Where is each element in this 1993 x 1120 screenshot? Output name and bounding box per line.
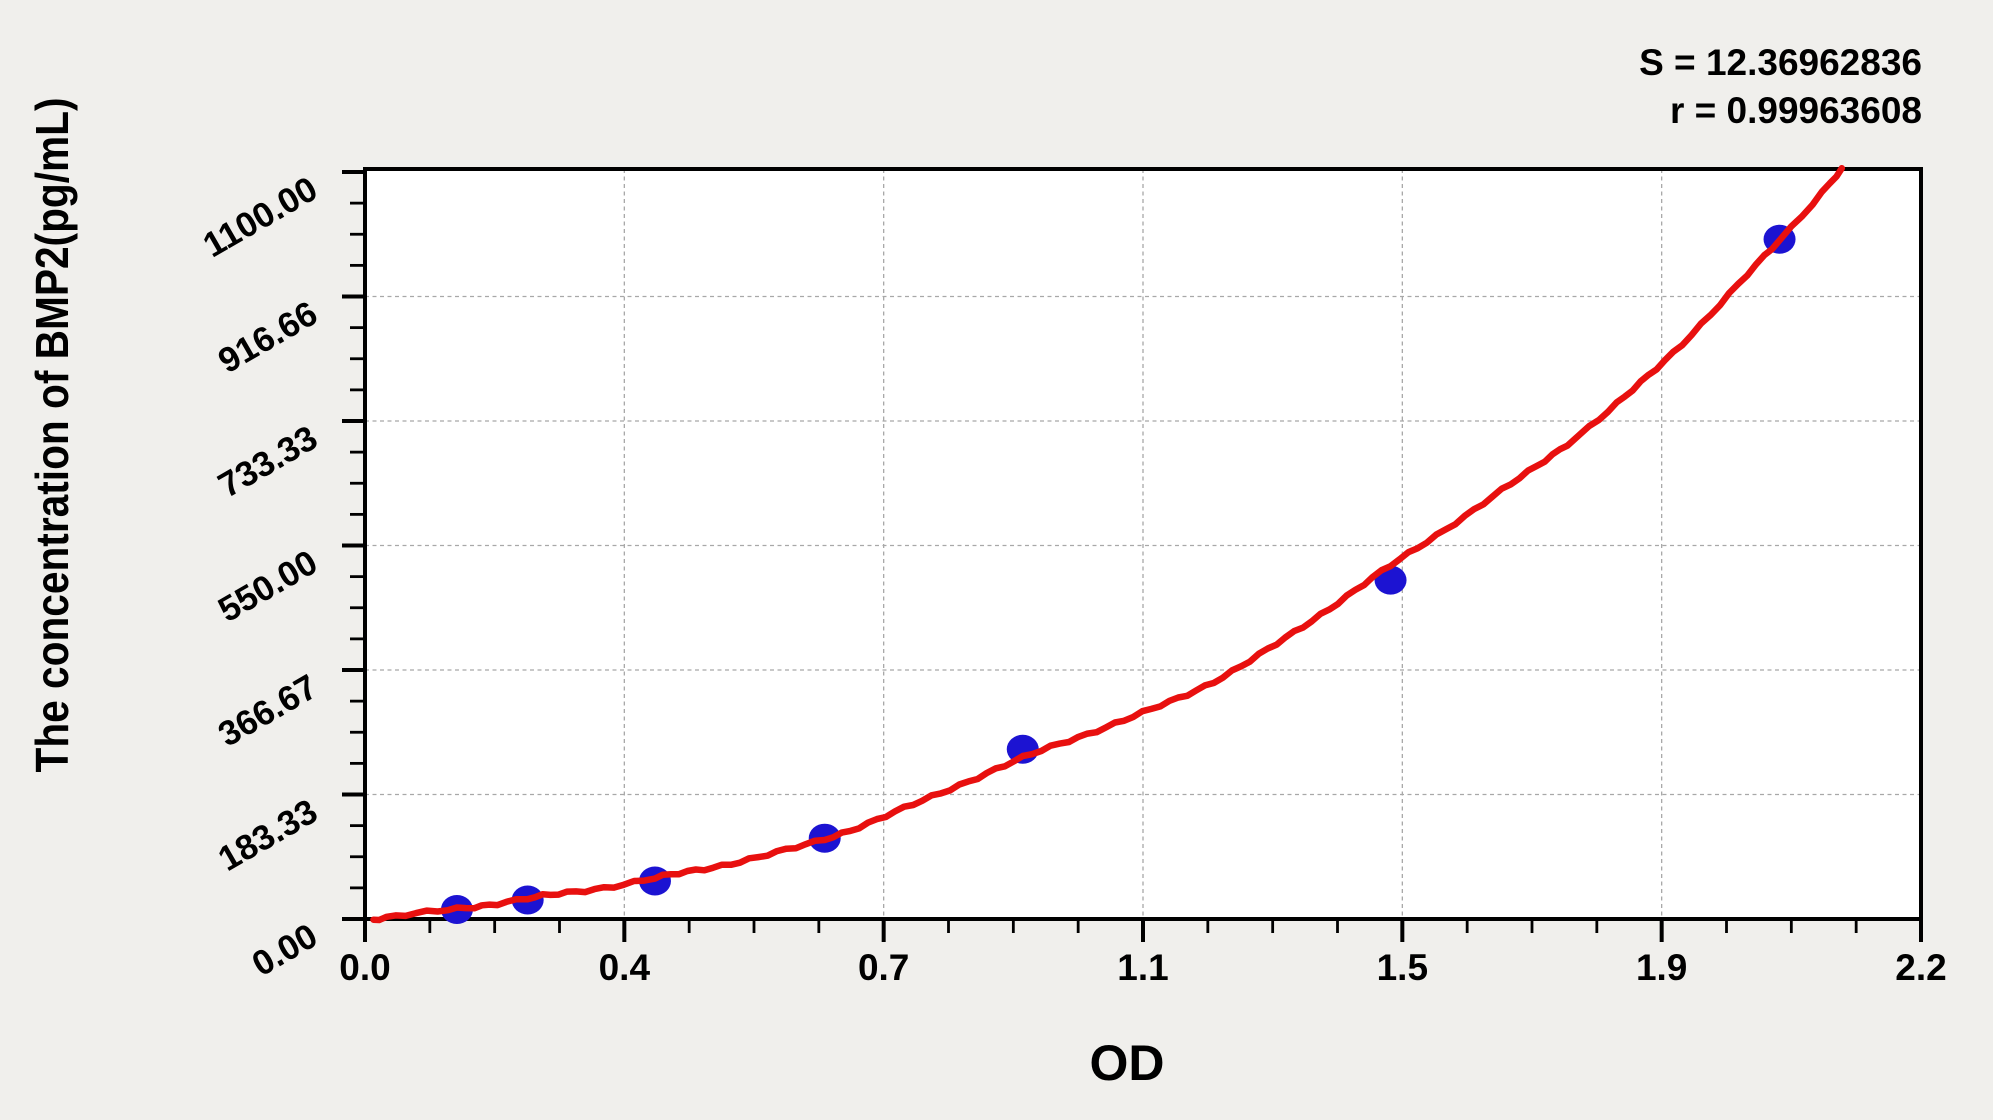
x-tick-label: 0.7 (858, 947, 909, 988)
x-tick-label: 1.9 (1636, 947, 1687, 988)
fit-curve (370, 164, 1846, 924)
data-layer (370, 164, 1846, 924)
tick-layer (342, 170, 1923, 942)
y-tick-label: 366.67 (212, 667, 324, 754)
statistic-r-value: r = 0.99963608 (1669, 90, 1922, 131)
grid-layer (365, 169, 1921, 919)
x-tick-label: 1.5 (1377, 947, 1428, 988)
y-tick-label: 183.33 (212, 792, 324, 879)
y-tick-label: 733.33 (212, 418, 324, 505)
x-tick-label: 0.4 (599, 947, 651, 988)
x-tick-label: 1.1 (1117, 947, 1168, 988)
y-tick-label: 916.66 (212, 294, 324, 381)
x-tick-label: 0.0 (339, 947, 390, 988)
y-tick-label: 550.00 (212, 543, 324, 630)
statistic-s-value: S = 12.36962836 (1639, 42, 1922, 83)
plot-border (363, 167, 1923, 921)
x-axis-title: OD (1090, 1035, 1165, 1091)
y-axis-title: The concentration of BMP2(pg/mL) (26, 98, 78, 773)
y-tick-label: 1100.00 (197, 169, 324, 265)
x-tick-label: 2.2 (1895, 947, 1946, 988)
y-tick-label: 0.00 (246, 916, 324, 984)
